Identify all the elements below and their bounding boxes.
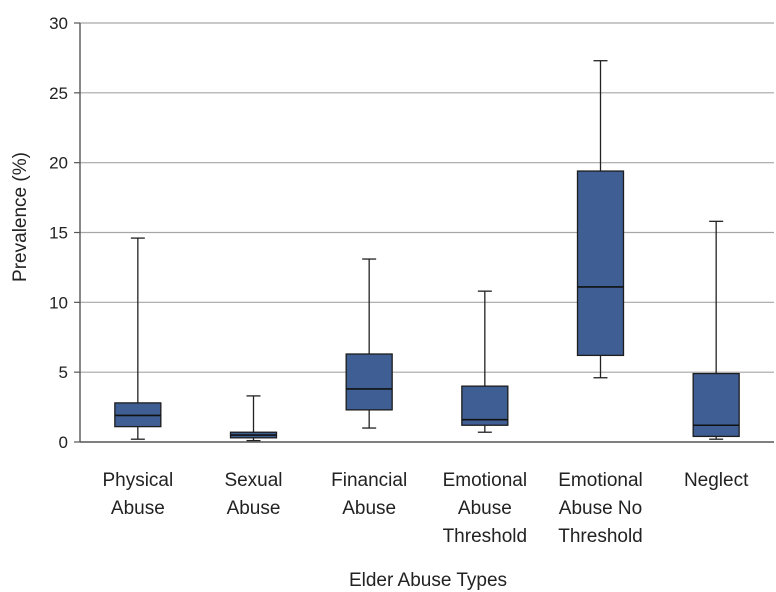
y-tick-label: 25 — [49, 84, 68, 103]
category-label-line: Abuse No — [559, 498, 642, 519]
box — [576, 170, 625, 357]
category-label: Emotional Abuse No Threshold — [558, 470, 643, 547]
category-label-line: Emotional — [443, 470, 528, 491]
box — [345, 353, 393, 411]
box — [461, 385, 509, 426]
y-axis-title: Prevalence (%) — [10, 152, 31, 282]
category-label-line: Abuse — [458, 498, 512, 519]
y-tick-label: 20 — [49, 154, 68, 173]
category-label-line: Abuse — [227, 498, 281, 519]
category-label-line: Sexual — [224, 470, 282, 491]
gridlines — [80, 22, 774, 373]
box — [692, 372, 740, 438]
box-group — [114, 237, 162, 440]
category-label: Sexual Abuse — [224, 470, 282, 519]
category-label-line: Neglect — [684, 470, 749, 491]
x-axis-title: Elder Abuse Types — [349, 570, 507, 591]
category-label-line: Threshold — [443, 526, 528, 547]
box-group — [461, 290, 509, 433]
category-label-line: Abuse — [111, 498, 165, 519]
y-tick-label: 30 — [49, 14, 68, 33]
y-tick-label: 0 — [59, 433, 68, 452]
y-tick-label: 5 — [59, 363, 68, 382]
category-label-line: Financial — [331, 470, 407, 491]
category-label-line: Threshold — [558, 526, 643, 547]
y-tick-label: 15 — [49, 224, 68, 243]
y-tick-label: 10 — [49, 293, 68, 312]
category-label: Physical Abuse — [102, 470, 173, 519]
y-axis: 0 5 10 15 20 25 30 — [49, 14, 81, 452]
box-group — [576, 60, 625, 379]
box-group — [692, 220, 740, 440]
box-group — [345, 258, 393, 429]
category-label: Emotional Abuse Threshold — [443, 470, 528, 547]
category-label: Financial Abuse — [331, 470, 407, 519]
category-label-line: Physical — [102, 470, 173, 491]
category-label-line: Emotional — [558, 470, 643, 491]
category-label: Neglect — [684, 470, 749, 491]
category-label-line: Abuse — [342, 498, 396, 519]
boxes — [114, 60, 740, 442]
box-group — [229, 395, 278, 442]
